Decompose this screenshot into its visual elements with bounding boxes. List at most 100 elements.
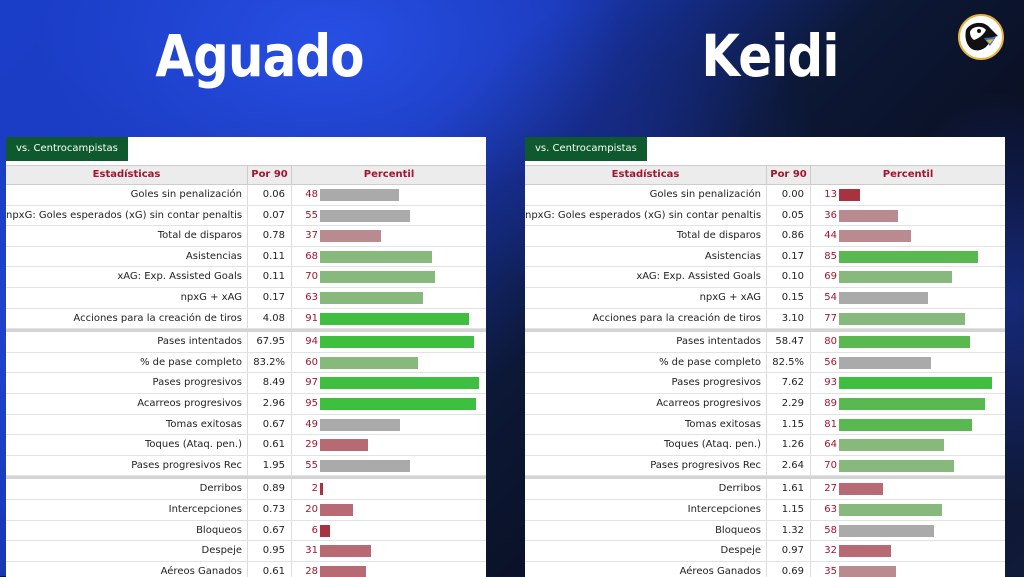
percentile-cell: 55 <box>292 206 486 226</box>
header-per90: Por 90 <box>248 166 292 184</box>
percentile-cell: 6 <box>292 521 486 541</box>
per90-value: 0.89 <box>248 479 292 499</box>
percentile-value: 80 <box>824 336 837 348</box>
percentile-bar <box>320 483 323 496</box>
percentile-value: 27 <box>824 483 837 495</box>
stat-label: Intercepciones <box>525 499 767 520</box>
percentile-bar <box>839 336 970 349</box>
tab-vs-centrocampistas[interactable]: vs. Centrocampistas <box>525 137 647 161</box>
percentile-value: 36 <box>824 209 837 221</box>
percentile-value: 85 <box>824 250 837 262</box>
per90-value: 4.08 <box>248 308 292 329</box>
stat-label: Pases intentados <box>525 332 767 352</box>
player-name-right: Keidi <box>701 22 839 90</box>
percentile-bar <box>320 356 418 369</box>
table-row: Pases intentados 58.47 80 <box>525 332 1005 353</box>
percentile-bar <box>320 230 381 243</box>
percentile-value: 63 <box>824 503 837 515</box>
percentile-cell: 49 <box>292 415 486 435</box>
per90-value: 0.06 <box>248 185 292 205</box>
table-row: Pases intentados 67.95 94 <box>6 332 486 353</box>
percentile-value: 54 <box>824 291 837 303</box>
percentile-cell: 69 <box>811 267 1005 287</box>
stat-label: Acciones para la creación de tiros <box>525 308 767 329</box>
percentile-cell: 60 <box>292 353 486 373</box>
group-separator <box>525 329 1005 333</box>
tab-vs-centrocampistas[interactable]: vs. Centrocampistas <box>6 137 128 161</box>
percentile-value: 81 <box>824 418 837 430</box>
stat-label: Pases progresivos <box>525 373 767 393</box>
stat-label: xAG: Exp. Assisted Goals <box>6 267 248 287</box>
stat-label: npxG: Goles esperados (xG) sin contar pe… <box>6 205 248 226</box>
percentile-value: 28 <box>305 565 318 577</box>
table-row: % de pase completo 83.2% 60 <box>6 352 486 374</box>
percentile-bar <box>320 291 423 304</box>
percentile-value: 69 <box>824 271 837 283</box>
per90-value: 0.95 <box>248 541 292 561</box>
per90-value: 0.00 <box>767 185 811 205</box>
per90-value: 2.29 <box>767 393 811 414</box>
stat-label: Pases progresivos Rec <box>525 455 767 476</box>
group-separator <box>525 476 1005 480</box>
stat-label: Despeje <box>6 541 248 561</box>
stat-label: Tomas exitosas <box>525 414 767 435</box>
table-row: Asistencias 0.17 85 <box>525 246 1005 268</box>
percentile-value: 55 <box>305 209 318 221</box>
table-row: Acarreos progresivos 2.96 95 <box>6 393 486 415</box>
table-body: Goles sin penalización 0.00 13 npxG: Goles … <box>525 185 1005 577</box>
percentile-value: 31 <box>305 545 318 557</box>
percentile-cell: 29 <box>292 435 486 455</box>
percentile-cell: 70 <box>292 267 486 287</box>
percentile-cell: 77 <box>811 309 1005 329</box>
per90-value: 1.15 <box>767 414 811 435</box>
percentile-value: 97 <box>305 377 318 389</box>
header-percentile: Percentil <box>882 169 934 180</box>
table-row: Acarreos progresivos 2.29 89 <box>525 393 1005 415</box>
percentile-value: 60 <box>305 356 318 368</box>
percentile-value: 48 <box>305 189 318 200</box>
percentile-value: 55 <box>305 459 318 471</box>
header-statistics: Estadísticas <box>525 166 767 184</box>
percentile-cell: 94 <box>292 332 486 352</box>
stat-label: npxG: Goles esperados (xG) sin contar pe… <box>525 205 767 226</box>
per90-value: 0.78 <box>248 226 292 246</box>
per90-value: 0.07 <box>248 205 292 226</box>
table-row: Derribos 1.61 27 <box>525 479 1005 500</box>
per90-value: 67.95 <box>248 332 292 352</box>
stat-label: Total de disparos <box>6 226 248 246</box>
percentile-cell: 97 <box>292 373 486 393</box>
table-header: Estadísticas Por 90 Percentil <box>525 165 1005 185</box>
percentile-value: 94 <box>305 336 318 348</box>
percentile-cell: 56 <box>811 353 1005 373</box>
stat-label: npxG + xAG <box>6 287 248 308</box>
stat-label: Pases intentados <box>6 332 248 352</box>
table-row: Toques (Ataq. pen.) 1.26 64 <box>525 435 1005 456</box>
stat-label: Total de disparos <box>525 226 767 246</box>
percentile-cell: 32 <box>811 541 1005 561</box>
stat-label: Acciones para la creación de tiros <box>6 308 248 329</box>
table-row: Pases progresivos 7.62 93 <box>525 373 1005 394</box>
table-row: Total de disparos 0.78 37 <box>6 226 486 247</box>
percentile-value: 56 <box>824 356 837 368</box>
stat-label: xAG: Exp. Assisted Goals <box>525 267 767 287</box>
per90-value: 0.69 <box>767 561 811 577</box>
table-row: Tomas exitosas 1.15 81 <box>525 414 1005 436</box>
table-row: Acciones para la creación de tiros 3.10 77 <box>525 308 1005 330</box>
per90-value: 0.11 <box>248 267 292 287</box>
stat-label: Derribos <box>6 479 248 499</box>
stat-label: Aéreos Ganados <box>525 561 767 577</box>
per90-value: 0.10 <box>767 267 811 287</box>
percentile-cell: 81 <box>811 415 1005 435</box>
table-row: Aéreos Ganados 0.69 35 <box>525 561 1005 577</box>
percentile-value: 58 <box>824 524 837 536</box>
stat-label: Toques (Ataq. pen.) <box>6 435 248 455</box>
per90-value: 0.61 <box>248 435 292 455</box>
percentile-bar <box>320 397 476 410</box>
per90-value: 3.10 <box>767 308 811 329</box>
per90-value: 1.32 <box>767 520 811 541</box>
table-row: npxG + xAG 0.15 54 <box>525 287 1005 309</box>
per90-value: 8.49 <box>248 373 292 393</box>
percentile-cell: 85 <box>811 247 1005 267</box>
table-row: Toques (Ataq. pen.) 0.61 29 <box>6 435 486 456</box>
per90-value: 2.64 <box>767 455 811 476</box>
